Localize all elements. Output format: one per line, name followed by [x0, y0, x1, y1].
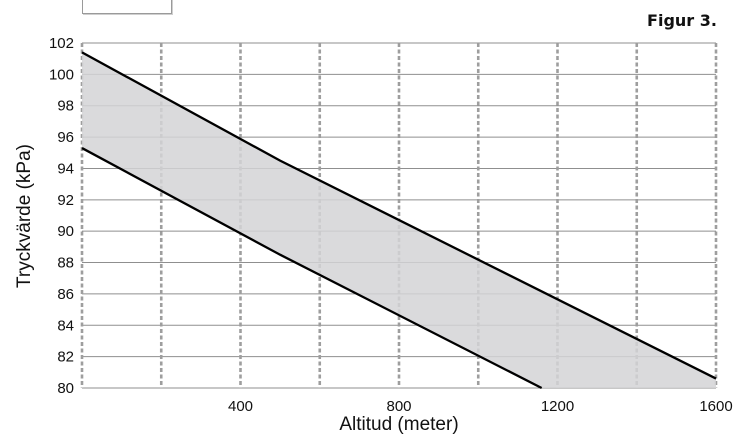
x-tick-label: 1200	[541, 398, 574, 415]
grid	[80, 42, 718, 389]
x-tick-label: 400	[228, 398, 253, 415]
y-tick-label: 98	[57, 98, 74, 115]
y-tick-label: 92	[57, 192, 74, 209]
y-tick-label: 90	[57, 223, 74, 240]
x-tick-labels: 400 800 1200 1600	[228, 398, 733, 415]
top-box	[82, 0, 172, 14]
y-tick-label: 88	[57, 255, 74, 272]
lower-boundary-line	[81, 147, 543, 390]
y-tick-labels: 80 82 84 86 88 90 92 94 96 98 100 102	[49, 35, 74, 397]
y-tick-label: 84	[57, 317, 74, 334]
y-tick-label: 82	[57, 349, 74, 366]
y-tick-label: 80	[57, 380, 74, 397]
y-tick-label: 100	[49, 66, 74, 83]
y-tick-label: 86	[57, 286, 74, 303]
figure-label: Figur 3.	[647, 11, 717, 30]
x-axis-label: Altitud (meter)	[339, 414, 458, 435]
y-axis-label: Tryckvärde (kPa)	[14, 144, 35, 288]
y-tick-label: 102	[49, 35, 74, 52]
x-tick-label: 1600	[699, 398, 732, 415]
upper-boundary-line	[81, 51, 717, 380]
y-tick-label: 96	[57, 129, 74, 146]
y-tick-label: 94	[57, 160, 74, 177]
x-tick-label: 800	[386, 398, 411, 415]
